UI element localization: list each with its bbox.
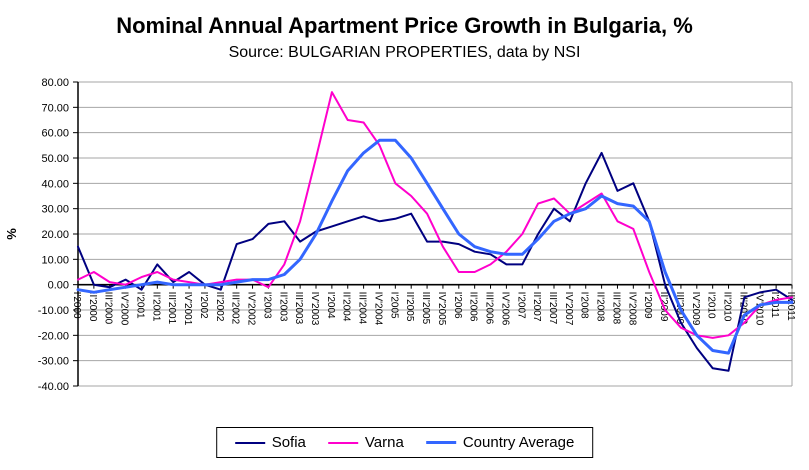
chart-subtitle: Source: BULGARIAN PROPERTIES, data by NS… bbox=[228, 44, 581, 62]
x-tick-label: IV'2004 bbox=[372, 292, 383, 326]
x-tick-label: II'2004 bbox=[341, 292, 352, 322]
y-tick-label: 80.00 bbox=[41, 77, 69, 89]
x-tick-label: III'2005 bbox=[420, 292, 431, 325]
y-tick-label: -30.00 bbox=[38, 356, 69, 368]
x-tick-label: I'2007 bbox=[515, 292, 526, 319]
x-tick-label: IV'2002 bbox=[246, 292, 257, 326]
x-tick-label: IV'2007 bbox=[563, 292, 574, 326]
x-tick-label: II'2003 bbox=[277, 292, 288, 322]
legend-item-sofia: Sofia bbox=[234, 434, 306, 451]
y-tick-label: -40.00 bbox=[38, 381, 69, 393]
legend-swatch-country-average bbox=[425, 441, 456, 444]
x-tick-label: I'2004 bbox=[325, 292, 336, 319]
y-tick-label: 20.00 bbox=[41, 229, 69, 241]
y-tick-label: 30.00 bbox=[41, 204, 69, 216]
x-tick-label: III'2000 bbox=[103, 292, 114, 325]
y-tick-label: 50.00 bbox=[41, 153, 69, 165]
y-tick-label: -10.00 bbox=[38, 305, 69, 317]
y-tick-label: 60.00 bbox=[41, 128, 69, 140]
x-tick-label: I'2000 bbox=[71, 292, 82, 319]
x-tick-label: I'2005 bbox=[388, 292, 399, 319]
legend: Sofia Varna Country Average bbox=[215, 427, 594, 458]
legend-swatch-sofia bbox=[234, 441, 265, 444]
legend-label-varna: Varna bbox=[364, 434, 404, 451]
x-tick-label: II'2005 bbox=[404, 292, 415, 322]
x-tick-label: III'2004 bbox=[357, 292, 368, 325]
x-tick-label: IV'2001 bbox=[182, 292, 193, 326]
legend-item-country-average: Country Average bbox=[425, 434, 575, 451]
chart-title: Nominal Annual Apartment Price Growth in… bbox=[116, 13, 693, 38]
x-tick-label: I'2002 bbox=[198, 292, 209, 319]
x-tick-label: I'2001 bbox=[134, 292, 145, 319]
series-line-sofia bbox=[77, 152, 793, 373]
x-tick-label: I'2009 bbox=[642, 292, 653, 319]
x-tick-label: I'2010 bbox=[706, 292, 717, 319]
x-tick-label: I'2006 bbox=[452, 292, 463, 319]
x-tick-label: II'2006 bbox=[468, 292, 479, 322]
legend-label-sofia: Sofia bbox=[271, 434, 306, 451]
line-chart: 80.00 70.00 60.00 50.00 40.00 30.00 20.00 10.00… bbox=[4, 77, 796, 393]
y-tick-label: 10.00 bbox=[41, 255, 69, 267]
x-tick-label: IV'2010 bbox=[753, 292, 764, 326]
x-tick-label: III'2007 bbox=[547, 292, 558, 325]
y-tick-label: 40.00 bbox=[41, 179, 69, 191]
y-axis-title: % bbox=[4, 228, 19, 240]
x-tick-label: II'2001 bbox=[150, 292, 161, 322]
x-tick-label: III'2003 bbox=[293, 292, 304, 325]
x-tick-label: IV'2009 bbox=[690, 292, 701, 326]
x-tick-label: III'2006 bbox=[484, 292, 495, 325]
x-tick-label: IV'2008 bbox=[626, 292, 637, 326]
y-tick-label: 70.00 bbox=[41, 103, 69, 115]
x-tick-label: II'2007 bbox=[531, 292, 542, 322]
legend-swatch-varna bbox=[327, 441, 358, 444]
x-tick-label: II'2002 bbox=[214, 292, 225, 322]
legend-label-country-average: Country Average bbox=[462, 434, 575, 451]
x-tick-label: IV'2003 bbox=[309, 292, 320, 326]
x-tick-label: I'2008 bbox=[579, 292, 590, 319]
x-tick-label: II'2010 bbox=[722, 292, 733, 322]
x-tick-label: III'2001 bbox=[166, 292, 177, 325]
series-line-country-average bbox=[76, 139, 794, 355]
x-tick-label: II'2000 bbox=[87, 292, 98, 322]
legend-item-varna: Varna bbox=[327, 434, 404, 451]
x-tick-label: I'2003 bbox=[261, 292, 272, 319]
x-tick-label: III'2002 bbox=[230, 292, 241, 325]
x-tick-label: II'2011 bbox=[785, 292, 796, 321]
x-tick-label: II'2008 bbox=[595, 292, 606, 322]
y-tick-label: 0.00 bbox=[48, 280, 69, 292]
y-tick-label: -20.00 bbox=[38, 331, 69, 343]
x-tick-label: III'2008 bbox=[610, 292, 621, 325]
x-tick-label: IV'2006 bbox=[499, 292, 510, 326]
x-tick-label: IV'2005 bbox=[436, 292, 447, 326]
x-tick-label: IV'2000 bbox=[119, 292, 130, 326]
x-tick-label: I'2011 bbox=[769, 292, 780, 319]
